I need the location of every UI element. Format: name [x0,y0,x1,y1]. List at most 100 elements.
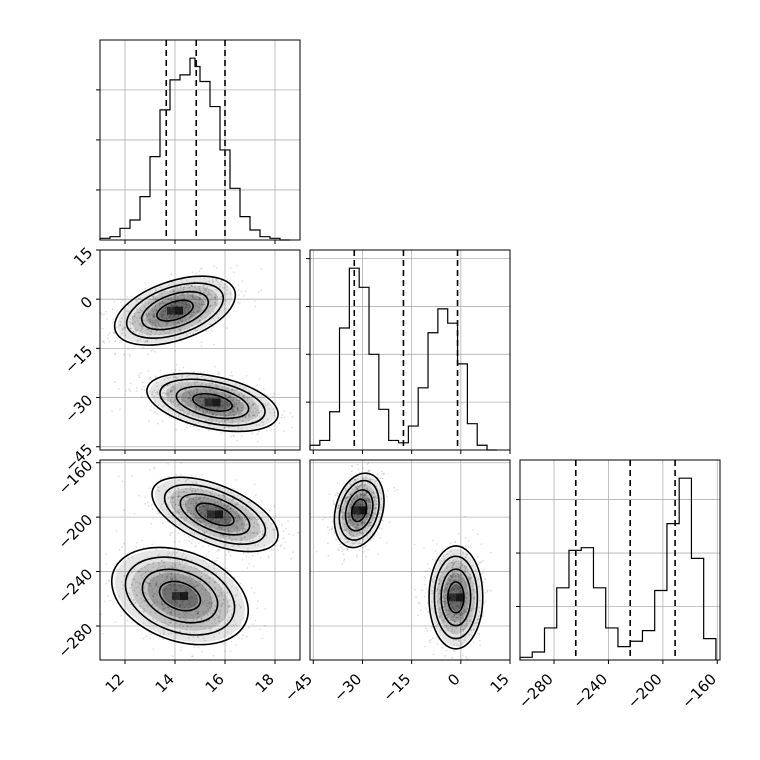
sample-point [343,560,345,563]
sample-point [197,612,200,615]
sample-point [204,412,207,415]
sample-point [167,463,170,465]
sample-point [233,413,236,416]
sample-point [272,395,274,397]
sample-point [116,568,119,571]
sample-point [357,503,360,506]
sample-point [463,632,465,635]
sample-point [187,401,190,404]
sample-point [133,315,136,318]
sample-point [189,315,192,318]
sample-point [241,427,243,429]
sample-point [203,627,206,629]
sample-point [366,499,369,502]
sample-point [454,620,456,623]
sample-point [271,523,273,525]
sample-point [173,610,176,613]
sample-point [218,632,221,635]
sample-point [229,537,232,539]
sample-point [360,503,363,506]
sample-point [209,293,212,296]
sample-point [161,299,164,302]
sample-point [339,500,342,502]
sample-point [370,501,372,503]
sample-point [167,606,170,609]
sample-point [234,410,236,413]
sample-point [188,574,191,577]
sample-point [203,520,206,522]
sample-point [367,498,370,501]
sample-point [228,599,231,602]
sample-point [352,523,355,526]
sample-point [171,578,173,581]
sample-point [213,412,216,414]
sample-point [155,338,157,341]
sample-point [198,509,201,512]
sample-point [348,518,351,521]
sample-point [156,600,159,603]
sample-point [481,663,483,665]
sample-point [189,306,192,309]
sample-point [356,514,358,516]
sample-point [168,316,171,318]
sample-point [469,582,472,585]
sample-point [220,504,223,507]
sample-point [195,413,198,416]
sample-point [141,324,144,326]
sample-point [349,520,352,522]
sample-point [361,515,363,517]
sample-point [181,396,184,398]
sample-point [226,397,229,400]
sample-point [450,663,452,665]
sample-point [181,600,184,602]
sample-point [429,592,432,595]
sample-point [173,638,175,641]
sample-point [243,527,246,530]
sample-point [368,498,370,501]
sample-point [464,636,467,639]
sample-point [158,490,161,492]
sample-point [219,592,222,594]
sample-point [354,504,357,506]
sample-point [83,547,85,549]
sample-point [179,604,181,607]
sample-point [356,504,359,507]
sample-point [257,291,260,293]
sample-point [200,512,203,515]
sample-point [163,587,166,590]
sample-point [160,603,163,606]
x-tick-label: −280 [515,670,557,712]
sample-point [236,518,239,520]
sample-point [121,327,124,330]
sample-point [141,601,143,604]
sample-point [129,327,132,330]
sample-point [284,527,287,530]
sample-point [221,387,223,389]
sample-point [371,491,373,494]
sample-point [141,327,144,330]
sample-point [194,490,197,493]
sample-point [162,633,165,636]
sample-point [198,505,201,508]
sample-point [156,510,159,513]
sample-point [346,548,349,550]
sample-point [345,501,347,504]
sample-point [239,541,242,544]
sample-point [190,589,192,592]
sample-point [180,586,183,589]
sample-point [187,413,190,416]
sample-point [179,286,182,289]
sample-point [367,504,370,507]
sample-point [292,534,295,536]
sample-point [198,428,200,431]
sample-point [456,557,459,560]
sample-point [207,419,210,422]
sample-point [327,554,330,557]
sample-point [260,500,263,502]
sample-point [181,304,184,307]
sample-point [209,323,211,325]
sample-point [167,582,170,585]
sample-point [164,571,167,573]
sample-point [382,472,385,475]
sample-point [135,330,137,332]
